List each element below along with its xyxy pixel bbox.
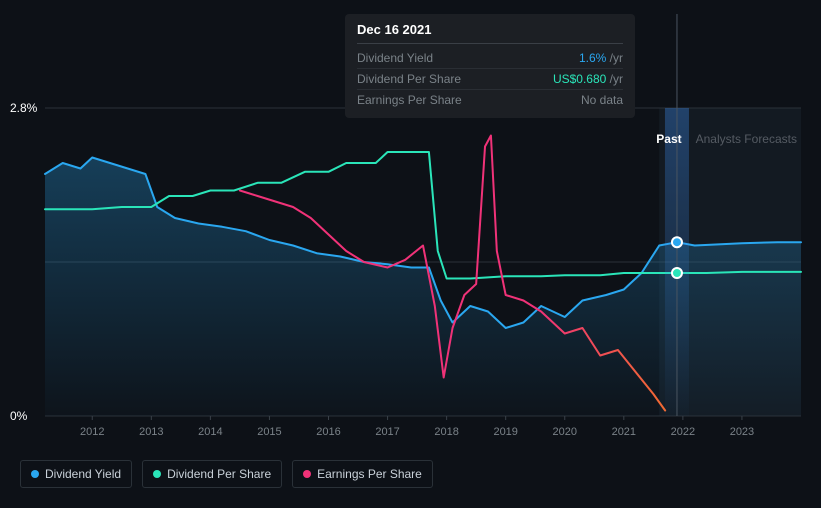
legend-item-dividend-per-share[interactable]: Dividend Per Share	[142, 460, 282, 488]
x-axis-label: 2013	[139, 426, 163, 438]
tooltip-row-label: Dividend Yield	[357, 51, 433, 65]
x-axis-label: 2019	[493, 426, 517, 438]
chart-tooltip: Dec 16 2021 Dividend Yield1.6% /yrDivide…	[345, 14, 635, 118]
x-axis-label: 2014	[198, 426, 222, 438]
tooltip-row-value: 1.6% /yr	[579, 51, 623, 65]
legend-item-label: Dividend Per Share	[167, 467, 271, 481]
x-axis-label: 2023	[730, 426, 754, 438]
tab-forecasts[interactable]: Analysts Forecasts	[696, 132, 797, 146]
x-axis-label: 2021	[612, 426, 636, 438]
x-axis-label: 2022	[671, 426, 695, 438]
tab-past[interactable]: Past	[656, 132, 681, 146]
chart-tabs: Past Analysts Forecasts	[656, 132, 797, 146]
x-axis-label: 2018	[434, 426, 458, 438]
tooltip-row: Earnings Per Share No data	[357, 90, 623, 110]
legend-item-label: Earnings Per Share	[317, 467, 422, 481]
x-axis-label: 2016	[316, 426, 340, 438]
tooltip-row-value: US$0.680 /yr	[553, 72, 623, 86]
chart-legend: Dividend Yield Dividend Per Share Earnings…	[20, 460, 433, 488]
legend-dot-icon	[31, 470, 39, 478]
legend-dot-icon	[153, 470, 161, 478]
x-axis-label: 2017	[375, 426, 399, 438]
dividend-chart: Dec 16 2021 Dividend Yield1.6% /yrDivide…	[0, 0, 821, 508]
tooltip-row-value: No data	[581, 93, 623, 107]
x-axis-label: 2012	[80, 426, 104, 438]
legend-item-dividend-yield[interactable]: Dividend Yield	[20, 460, 132, 488]
legend-item-label: Dividend Yield	[45, 467, 121, 481]
tooltip-date: Dec 16 2021	[357, 22, 623, 44]
legend-item-earnings-per-share[interactable]: Earnings Per Share	[292, 460, 433, 488]
x-axis-label: 2015	[257, 426, 281, 438]
legend-dot-icon	[303, 470, 311, 478]
tooltip-row: Dividend Yield 1.6% /yr	[357, 48, 623, 69]
tooltip-row-label: Dividend Per Share	[357, 72, 461, 86]
tooltip-row-label: Earnings Per Share	[357, 93, 462, 107]
x-axis-label: 2020	[553, 426, 577, 438]
tooltip-row: Dividend Per Share US$0.680 /yr	[357, 69, 623, 90]
